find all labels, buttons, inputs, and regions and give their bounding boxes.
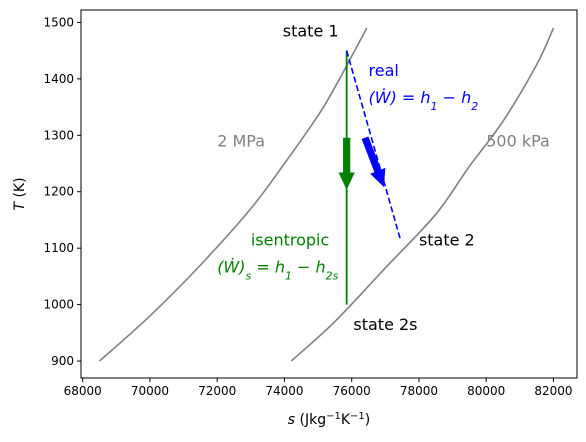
- real-work-equation: (Ẇ) = h1 − h2: [369, 88, 479, 113]
- x-tick-label: 80000: [467, 384, 505, 398]
- plot-area: [80, 9, 578, 379]
- y-tick-label: 900: [51, 354, 74, 368]
- real-process-line: [345, 50, 402, 240]
- x-tick-label: 76000: [333, 384, 371, 398]
- x-tick-label: 68000: [64, 384, 102, 398]
- ticks-layer: 68000 70000 72000 74000 76000 78000 80000 82000…: [43, 15, 572, 398]
- x-tick-label: 72000: [198, 384, 236, 398]
- isentropic-process-label: isentropic: [251, 230, 329, 249]
- y-tick-label: 1500: [43, 15, 74, 29]
- x-tick-label: 82000: [534, 384, 572, 398]
- x-axis-label: s (Jkg−1K−1): [288, 411, 371, 429]
- x-tick-label: 74000: [265, 384, 303, 398]
- arrow-layer: [338, 136, 386, 190]
- x-tick-label: 70000: [131, 384, 169, 398]
- isobar-line-high: [98, 27, 368, 362]
- y-tick-label: 1200: [43, 185, 74, 199]
- isobar-line-low: [290, 27, 555, 362]
- state-1-label: state 1: [283, 22, 339, 41]
- state-2-label: state 2: [419, 230, 475, 249]
- isentropic-direction-arrow: [338, 137, 355, 190]
- real-process-label: real: [369, 61, 399, 80]
- y-axis-label: T (K): [12, 177, 28, 210]
- pressure-500kpa-label: 500 kPa: [486, 132, 550, 151]
- series-layer: [98, 27, 555, 362]
- state-2s-label: state 2s: [353, 315, 417, 334]
- y-tick-label: 1000: [43, 298, 74, 312]
- y-tick-label: 1400: [43, 72, 74, 86]
- real-direction-arrow: [361, 136, 386, 187]
- isentropic-work-equation: (Ẇ)s = h1 − h2s: [217, 257, 338, 282]
- y-tick-label: 1100: [43, 241, 74, 255]
- y-tick-label: 1300: [43, 128, 74, 142]
- x-tick-label: 78000: [400, 384, 438, 398]
- pressure-2mpa-label: 2 MPa: [217, 132, 265, 151]
